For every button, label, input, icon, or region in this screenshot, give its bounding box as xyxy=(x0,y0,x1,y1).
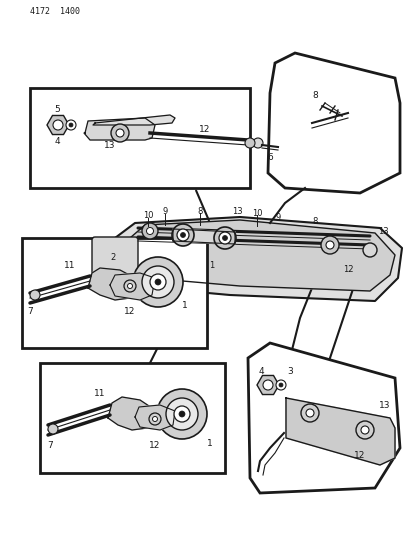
Text: 13: 13 xyxy=(378,227,388,236)
Circle shape xyxy=(301,404,319,422)
Text: 8: 8 xyxy=(312,91,318,100)
Text: 12: 12 xyxy=(149,440,161,449)
Polygon shape xyxy=(108,397,155,430)
Circle shape xyxy=(321,236,339,254)
Text: 2: 2 xyxy=(111,253,115,262)
Text: 1: 1 xyxy=(207,439,213,448)
Circle shape xyxy=(279,383,283,387)
Polygon shape xyxy=(286,398,395,465)
Text: 9: 9 xyxy=(162,207,168,216)
Circle shape xyxy=(326,241,334,249)
Polygon shape xyxy=(88,268,138,300)
Text: 10: 10 xyxy=(252,208,262,217)
Text: 10: 10 xyxy=(143,211,153,220)
Circle shape xyxy=(142,266,174,298)
Text: 13: 13 xyxy=(232,206,242,215)
Polygon shape xyxy=(268,53,400,193)
Polygon shape xyxy=(173,229,235,244)
FancyBboxPatch shape xyxy=(30,88,250,188)
Circle shape xyxy=(219,232,231,244)
Text: 9: 9 xyxy=(275,213,281,222)
Polygon shape xyxy=(248,343,400,493)
Text: 13: 13 xyxy=(379,401,391,410)
Circle shape xyxy=(30,290,40,300)
FancyBboxPatch shape xyxy=(92,237,138,278)
Text: 5: 5 xyxy=(54,104,60,114)
Circle shape xyxy=(111,124,129,142)
Circle shape xyxy=(356,421,374,439)
Circle shape xyxy=(155,279,161,285)
Text: 4172  1400: 4172 1400 xyxy=(30,7,80,16)
Circle shape xyxy=(146,228,153,235)
Text: 4: 4 xyxy=(258,367,264,376)
Circle shape xyxy=(180,232,186,238)
Circle shape xyxy=(69,123,73,127)
FancyBboxPatch shape xyxy=(22,238,207,348)
Circle shape xyxy=(174,406,190,422)
Circle shape xyxy=(48,424,58,434)
Text: 6: 6 xyxy=(267,152,273,161)
Text: 13: 13 xyxy=(104,141,116,149)
Text: 1: 1 xyxy=(182,301,188,310)
Circle shape xyxy=(363,243,377,257)
Text: 8: 8 xyxy=(312,217,318,227)
Circle shape xyxy=(116,129,124,137)
Polygon shape xyxy=(95,217,402,301)
Text: 7: 7 xyxy=(47,440,53,449)
Circle shape xyxy=(361,426,369,434)
Text: 3: 3 xyxy=(287,367,293,376)
Circle shape xyxy=(172,224,194,246)
Text: 12: 12 xyxy=(343,265,353,274)
Polygon shape xyxy=(110,273,155,300)
Circle shape xyxy=(177,229,189,241)
Circle shape xyxy=(66,120,76,130)
Polygon shape xyxy=(130,220,395,291)
Circle shape xyxy=(222,236,228,240)
Circle shape xyxy=(153,416,157,422)
Polygon shape xyxy=(135,405,175,430)
Circle shape xyxy=(306,409,314,417)
Circle shape xyxy=(124,280,136,292)
Text: 8: 8 xyxy=(197,206,203,215)
Circle shape xyxy=(149,413,161,425)
Polygon shape xyxy=(93,115,175,125)
Circle shape xyxy=(166,398,198,430)
Circle shape xyxy=(214,227,236,249)
Text: 4: 4 xyxy=(54,136,60,146)
Text: 1: 1 xyxy=(209,261,215,270)
Polygon shape xyxy=(47,116,69,134)
Circle shape xyxy=(276,380,286,390)
Text: 11: 11 xyxy=(94,389,106,398)
Text: 7: 7 xyxy=(27,306,33,316)
Circle shape xyxy=(142,223,158,239)
Circle shape xyxy=(157,389,207,439)
Polygon shape xyxy=(84,118,155,140)
Polygon shape xyxy=(257,375,279,394)
Circle shape xyxy=(253,138,263,148)
Circle shape xyxy=(245,138,255,148)
Circle shape xyxy=(150,274,166,290)
FancyBboxPatch shape xyxy=(40,363,225,473)
Circle shape xyxy=(53,120,63,130)
Text: 11: 11 xyxy=(64,261,76,270)
Text: 12: 12 xyxy=(200,125,211,134)
Circle shape xyxy=(263,380,273,390)
Circle shape xyxy=(179,411,185,417)
Text: 12: 12 xyxy=(124,306,136,316)
Circle shape xyxy=(133,257,183,307)
Text: 12: 12 xyxy=(354,450,366,459)
Circle shape xyxy=(127,284,133,288)
